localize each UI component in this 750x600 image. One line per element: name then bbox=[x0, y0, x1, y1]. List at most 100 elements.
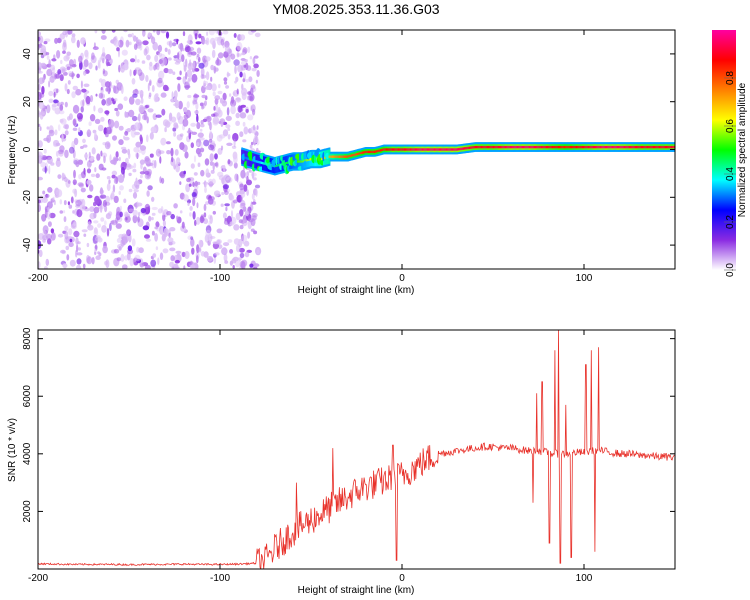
noise-blob bbox=[118, 125, 124, 131]
noise-blob bbox=[209, 161, 214, 166]
signal-peak bbox=[507, 145, 510, 149]
noise-blob bbox=[56, 157, 61, 161]
signal-peak bbox=[375, 150, 378, 153]
noise-blob bbox=[138, 211, 141, 217]
signal-peak bbox=[477, 145, 479, 149]
signal-peak bbox=[402, 148, 405, 151]
signal-peak bbox=[453, 148, 455, 151]
signal-peak bbox=[408, 148, 411, 151]
signal-peak bbox=[245, 156, 248, 160]
noise-blob bbox=[67, 80, 71, 85]
noise-blob bbox=[121, 148, 128, 154]
noise-blob bbox=[57, 124, 61, 132]
noise-blob bbox=[167, 68, 173, 74]
noise-blob bbox=[134, 261, 139, 266]
y-tick-label: -20 bbox=[22, 190, 33, 205]
noise-blob bbox=[38, 140, 43, 148]
noise-blob bbox=[132, 93, 138, 98]
noise-blob bbox=[151, 212, 156, 216]
signal-peak bbox=[521, 145, 524, 149]
noise-blob bbox=[190, 51, 197, 56]
noise-blob bbox=[41, 62, 46, 67]
signal-peak bbox=[300, 160, 302, 163]
noise-blob bbox=[48, 59, 51, 67]
noise-blob bbox=[200, 217, 205, 222]
signal-peak bbox=[258, 161, 261, 164]
signal-peak bbox=[276, 164, 278, 167]
noise-blob bbox=[134, 88, 138, 93]
noise-blob bbox=[123, 255, 129, 261]
noise-blob bbox=[90, 173, 96, 178]
noise-blob bbox=[245, 108, 249, 113]
signal-peak bbox=[622, 145, 625, 149]
noise-blob bbox=[255, 79, 258, 84]
signal-peak bbox=[467, 146, 470, 150]
noise-blob bbox=[171, 116, 177, 123]
noise-blob bbox=[184, 151, 189, 159]
noise-blob bbox=[193, 172, 198, 176]
signal-peak bbox=[444, 148, 447, 151]
noise-blob bbox=[119, 205, 123, 211]
noise-blob bbox=[244, 210, 250, 217]
noise-blob bbox=[70, 223, 77, 230]
noise-blob bbox=[105, 259, 110, 269]
signal-peak bbox=[469, 146, 472, 149]
colorbar-tick-label: 0.6 bbox=[725, 119, 736, 133]
noise-blob bbox=[123, 135, 126, 140]
signal-peak bbox=[393, 148, 395, 151]
signal-peak bbox=[383, 148, 385, 151]
noise-blob bbox=[96, 153, 101, 161]
noise-blob bbox=[233, 199, 238, 204]
noise-blob bbox=[249, 263, 254, 268]
noise-blob bbox=[175, 59, 182, 63]
noise-blob bbox=[229, 93, 232, 97]
signal-peak bbox=[537, 145, 539, 149]
signal-peak bbox=[545, 145, 548, 149]
noise-blob bbox=[135, 184, 140, 189]
noise-blob bbox=[55, 150, 59, 157]
noise-blob bbox=[233, 224, 240, 231]
spectrogram-marks bbox=[38, 30, 675, 269]
signal-peak bbox=[422, 148, 425, 151]
noise-blob bbox=[66, 66, 71, 71]
noise-blob bbox=[52, 196, 55, 201]
noise-blob bbox=[173, 203, 178, 209]
noise-blob bbox=[134, 122, 141, 131]
signal-peak bbox=[286, 161, 288, 165]
noise-blob bbox=[145, 104, 150, 109]
snr-ylabel: SNR (10 * v/v) bbox=[7, 418, 18, 482]
noise-blob bbox=[250, 172, 257, 177]
signal-peak bbox=[435, 148, 438, 151]
noise-blob bbox=[227, 58, 231, 63]
noise-blob bbox=[225, 206, 228, 212]
noise-blob bbox=[76, 252, 83, 256]
noise-blob bbox=[221, 100, 228, 107]
noise-blob bbox=[79, 204, 86, 211]
noise-blob bbox=[209, 130, 213, 140]
noise-blob bbox=[38, 249, 43, 258]
noise-blob bbox=[235, 112, 240, 119]
signal-peak bbox=[519, 145, 522, 149]
signal-peak bbox=[668, 145, 670, 149]
noise-blob bbox=[76, 244, 79, 253]
noise-blob bbox=[72, 179, 77, 186]
noise-blob bbox=[151, 216, 154, 221]
noise-blob bbox=[179, 133, 184, 137]
noise-blob bbox=[194, 110, 199, 115]
noise-blob bbox=[239, 209, 244, 217]
snr-xlabel: Height of straight line (km) bbox=[298, 585, 415, 596]
noise-blob bbox=[199, 128, 203, 132]
noise-blob bbox=[229, 194, 235, 201]
noise-blob bbox=[136, 152, 139, 159]
noise-blob bbox=[88, 62, 93, 70]
noise-blob bbox=[154, 54, 159, 63]
signal-peak bbox=[431, 148, 433, 151]
signal-peak bbox=[287, 161, 289, 164]
signal-peak bbox=[639, 145, 642, 149]
noise-blob bbox=[130, 129, 137, 138]
noise-blob bbox=[70, 196, 74, 204]
noise-blob bbox=[167, 57, 172, 61]
signal-peak bbox=[531, 145, 534, 149]
noise-blob bbox=[132, 209, 138, 217]
